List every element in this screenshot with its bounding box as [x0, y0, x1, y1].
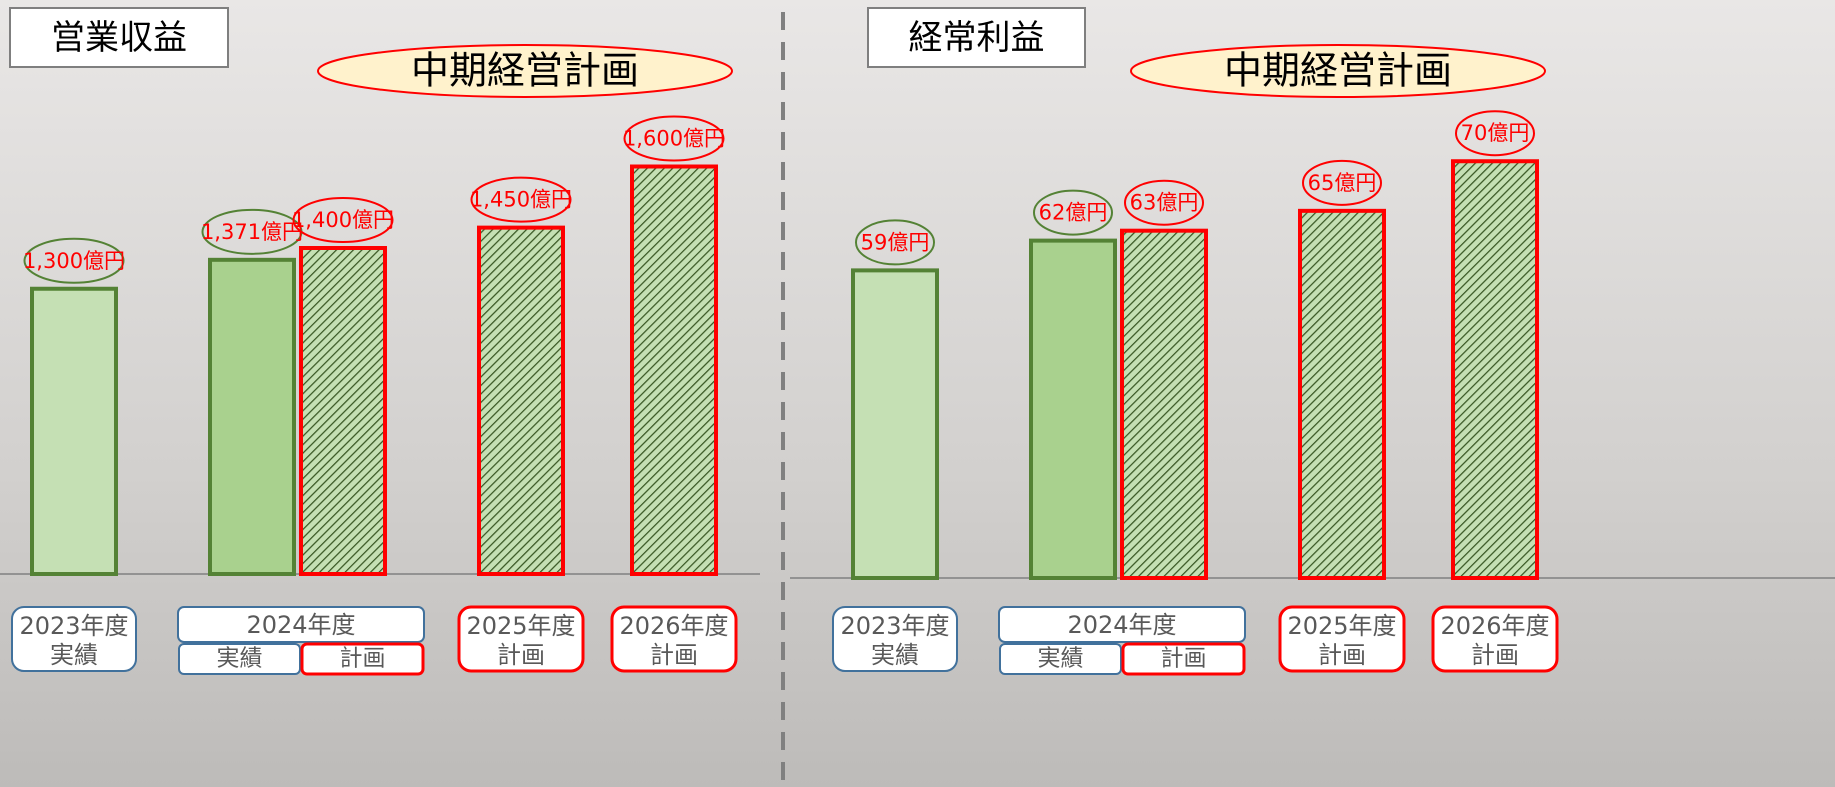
- bar: [479, 228, 563, 574]
- annotation: 中期経営計画: [1224, 49, 1452, 93]
- chart-title: 営業収益: [51, 18, 187, 58]
- group-label: 2024年度: [1067, 611, 1176, 639]
- category-label: 計画: [340, 646, 386, 672]
- category-label: 実績: [217, 646, 263, 672]
- category-label: 実績: [1038, 646, 1084, 672]
- bar: [1122, 231, 1206, 578]
- value-label: 1,300億円: [23, 249, 125, 273]
- bar: [1453, 161, 1537, 578]
- category-label: 計画: [650, 641, 698, 669]
- bar: [632, 167, 716, 575]
- category-label: 実績: [50, 641, 98, 669]
- value-label: 1,600億円: [623, 127, 725, 151]
- group-label: 2023年度: [840, 612, 949, 640]
- value-label: 65億円: [1308, 171, 1377, 195]
- bar: [1031, 241, 1115, 578]
- category-label: 実績: [871, 641, 919, 669]
- category-label: 計画: [1161, 646, 1207, 672]
- bar: [210, 260, 294, 574]
- value-label: 63億円: [1130, 191, 1199, 215]
- bar: [853, 270, 937, 578]
- value-label: 70億円: [1461, 121, 1530, 145]
- value-label: 1,400億円: [292, 208, 394, 232]
- group-label: 2026年度: [619, 612, 728, 640]
- chart-title: 経常利益: [909, 18, 1045, 58]
- value-label: 59億円: [861, 230, 930, 254]
- annotation: 中期経営計画: [411, 49, 639, 93]
- group-label: 2024年度: [246, 611, 355, 639]
- group-label: 2026年度: [1440, 612, 1549, 640]
- bar: [1300, 211, 1384, 578]
- category-label: 計画: [1318, 641, 1366, 669]
- group-label: 2025年度: [466, 612, 575, 640]
- category-label: 計画: [497, 641, 545, 669]
- bar: [301, 248, 385, 574]
- bar: [32, 289, 116, 574]
- group-label: 2025年度: [1287, 612, 1396, 640]
- category-label: 計画: [1471, 641, 1519, 669]
- value-label: 1,371億円: [201, 220, 303, 244]
- group-label: 2023年度: [19, 612, 128, 640]
- value-label: 62億円: [1039, 201, 1108, 225]
- page: 営業収益中期経営計画 1,300億円 1,371億円1,400億円 1,450億円 1,…: [0, 0, 1835, 787]
- value-label: 1,450億円: [470, 188, 572, 212]
